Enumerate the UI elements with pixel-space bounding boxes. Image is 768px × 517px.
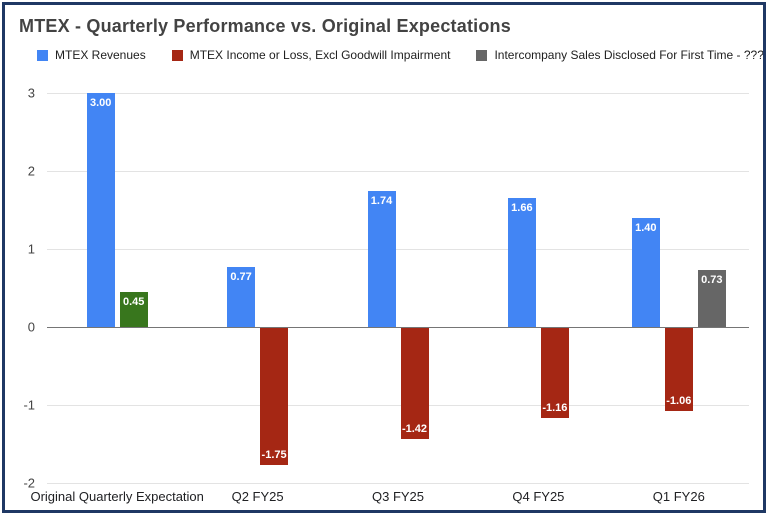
bar: -1.16: [540, 328, 569, 419]
gridline: [47, 405, 749, 406]
legend-swatch-icon: [476, 49, 488, 61]
bar: 0.45: [119, 291, 148, 327]
bar: 3.00: [86, 93, 115, 327]
zero-gridline: [47, 327, 749, 328]
chart-region: 3 2 1 0 -1 -2 3.00 0.45 0.77 -1.75 1.74 -1.42 1.66 -…: [5, 86, 763, 510]
y-tick-label: 1: [27, 241, 35, 257]
bar: 1.66: [507, 197, 536, 327]
x-axis: Original Quarterly Expectation Q2 FY25 Q3 …: [30, 489, 749, 510]
legend-item: Intercompany Sales Disclosed For First T…: [476, 48, 766, 62]
x-category-label: Original Quarterly Expectation: [30, 489, 204, 504]
bar: 1.40: [631, 217, 660, 327]
bar: -1.75: [260, 328, 289, 465]
gridline: [47, 249, 749, 250]
bar-value-label: -1.16: [542, 402, 568, 415]
x-category-label: Q1 FY26: [652, 489, 705, 504]
legend-swatch-icon: [37, 49, 48, 61]
bar-value-label: 0.73: [701, 274, 723, 287]
plot-area: 3.00 0.45 0.77 -1.75 1.74 -1.42 1.66 -1.16 1.40 -…: [47, 93, 749, 484]
legend-swatch-icon: [171, 49, 183, 61]
bar-value-label: 1.74: [370, 195, 393, 208]
gridline: [47, 171, 749, 172]
chart-legend: MTEX Revenues MTEX Income or Loss, Excl G…: [37, 48, 763, 62]
y-tick-label: 0: [27, 319, 35, 335]
bar-value-label: -1.06: [666, 394, 692, 407]
x-category-label: Q4 FY25: [512, 489, 565, 504]
x-category-label: Q2 FY25: [231, 489, 284, 504]
y-tick-label: 3: [27, 85, 35, 101]
legend-item: MTEX Income or Loss, Excl Goodwill Impai…: [171, 48, 451, 62]
bar: -1.06: [664, 328, 693, 411]
bar: 0.73: [697, 270, 726, 327]
bar: -1.42: [400, 328, 429, 439]
bar-value-label: 1.40: [635, 221, 657, 234]
y-tick-label: 2: [27, 163, 35, 179]
bar-value-label: -1.42: [401, 422, 428, 435]
gridline: [47, 93, 749, 94]
chart-title: MTEX - Quarterly Performance vs. Origina…: [19, 16, 511, 36]
x-category-label: Q3 FY25: [371, 489, 425, 504]
bar-value-label: 1.66: [511, 201, 533, 214]
legend-label: MTEX Revenues: [55, 48, 146, 62]
legend-label: Intercompany Sales Disclosed For First T…: [494, 48, 766, 62]
bar-value-label: -1.75: [261, 448, 287, 461]
bar: 1.74: [367, 191, 396, 327]
y-tick-label: -1: [23, 397, 35, 413]
gridline: [47, 483, 749, 484]
legend-label: MTEX Income or Loss, Excl Goodwill Impai…: [189, 48, 451, 62]
bar: 0.77: [227, 266, 256, 327]
y-axis: 3 2 1 0 -1 -2: [5, 86, 39, 491]
y-tick-label: -2: [23, 475, 35, 491]
bar-value-label: 3.00: [89, 97, 112, 109]
bar-value-label: 0.77: [230, 270, 252, 283]
bar-value-label: 0.45: [122, 295, 145, 308]
legend-item: MTEX Revenues: [37, 48, 146, 62]
